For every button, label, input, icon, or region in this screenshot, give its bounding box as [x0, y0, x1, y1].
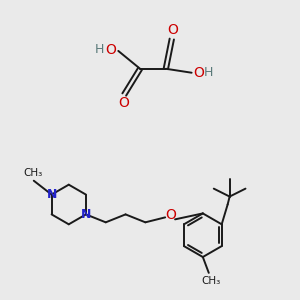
- Text: O: O: [166, 208, 177, 222]
- Text: O: O: [167, 23, 178, 37]
- Text: H: H: [95, 44, 104, 56]
- Text: N: N: [46, 188, 57, 201]
- Text: O: O: [118, 96, 129, 110]
- Text: H: H: [204, 66, 213, 79]
- Text: CH₃: CH₃: [201, 276, 220, 286]
- Text: CH₃: CH₃: [23, 168, 42, 178]
- Text: N: N: [81, 208, 91, 221]
- Text: O: O: [193, 66, 204, 80]
- Text: O: O: [105, 43, 116, 57]
